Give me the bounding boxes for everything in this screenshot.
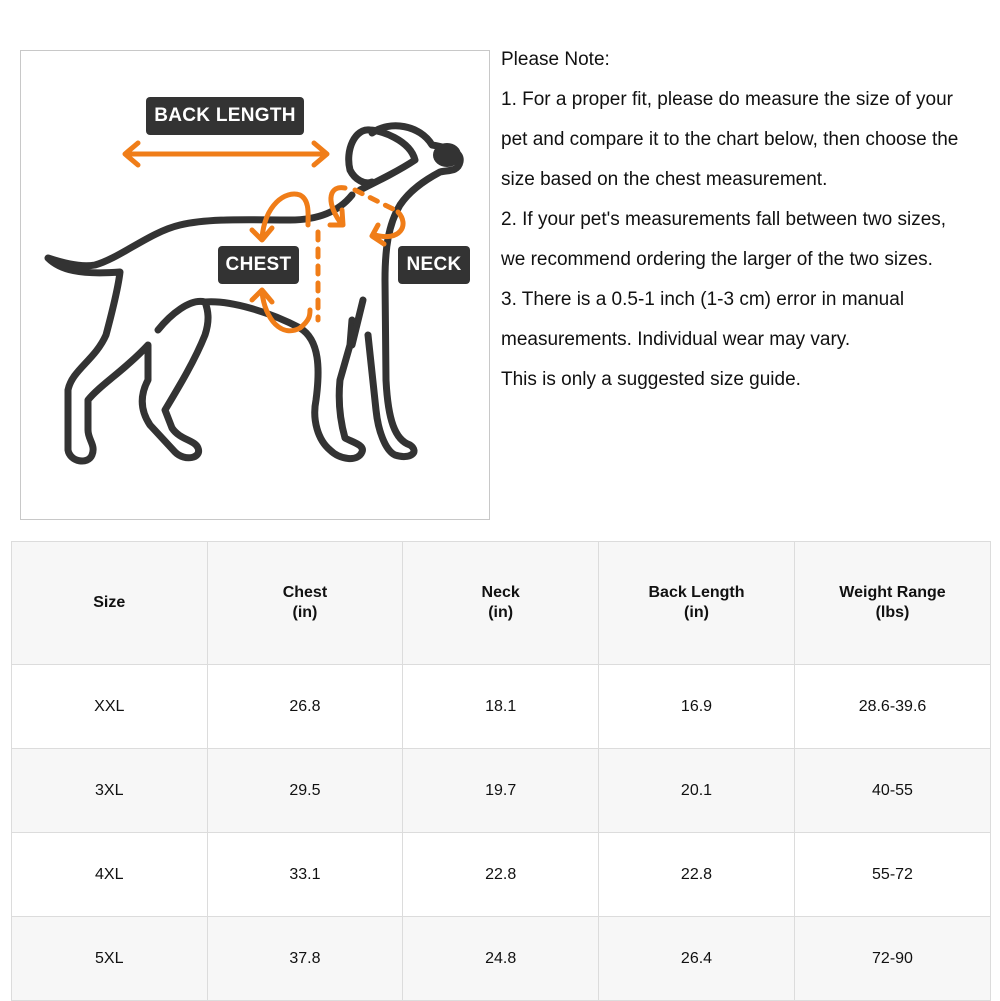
neck-label: NECK <box>398 246 470 284</box>
cell-chest: 33.1 <box>206 832 404 917</box>
header-size: Size <box>11 541 208 665</box>
table-row: 5XL 37.8 24.8 26.4 72-90 <box>11 916 992 1001</box>
cell-chest: 37.8 <box>206 916 404 1001</box>
table-row: 3XL 29.5 19.7 20.1 40-55 <box>11 748 992 833</box>
note-line: size based on the chest measurement. <box>501 169 828 190</box>
note-line: This is only a suggested size guide. <box>501 369 801 390</box>
cell-neck: 18.1 <box>402 664 599 749</box>
header-chest: Chest (in) <box>206 541 404 665</box>
chest-arrow-top <box>249 191 311 243</box>
cell-size: 5XL <box>11 916 208 1001</box>
cell-back-length: 26.4 <box>598 916 795 1001</box>
table-row: 4XL 33.1 22.8 22.8 55-72 <box>11 832 992 917</box>
back-length-arrow <box>122 140 330 168</box>
size-notes: Please Note: 1. For a proper fit, please… <box>501 40 1000 400</box>
notes-heading: Please Note: <box>501 49 610 70</box>
cell-weight-range: 55-72 <box>793 832 992 917</box>
header-weight-range: Weight Range (lbs) <box>793 541 992 665</box>
size-chart-table: Size Chest (in) Neck (in) Back Length (in) … <box>11 541 992 1001</box>
cell-back-length: 22.8 <box>598 832 795 917</box>
note-line: 3. There is a 0.5-1 inch (1-3 cm) error … <box>501 289 905 310</box>
cell-neck: 19.7 <box>402 748 599 833</box>
cell-chest: 29.5 <box>206 748 404 833</box>
cell-neck: 22.8 <box>402 832 599 917</box>
cell-weight-range: 72-90 <box>793 916 992 1001</box>
cell-neck: 24.8 <box>402 916 599 1001</box>
cell-size: XXL <box>11 664 208 749</box>
cell-size: 3XL <box>11 748 208 833</box>
cell-chest: 26.8 <box>206 664 404 749</box>
note-line: 2. If your pet's measurements fall betwe… <box>501 209 947 230</box>
neck-arrow-left <box>327 185 348 228</box>
cell-weight-range: 28.6-39.6 <box>793 664 992 749</box>
note-line: we recommend ordering the larger of the … <box>501 249 933 270</box>
table-header-row: Size Chest (in) Neck (in) Back Length (in) … <box>11 541 992 665</box>
dog-nose <box>433 143 461 167</box>
cell-back-length: 20.1 <box>598 748 795 833</box>
cell-back-length: 16.9 <box>598 664 795 749</box>
back-length-label: BACK LENGTH <box>146 97 304 135</box>
note-line: measurements. Individual wear may vary. <box>501 329 851 350</box>
dog-outline <box>44 122 464 465</box>
cell-size: 4XL <box>11 832 208 917</box>
note-line: 1. For a proper fit, please do measure t… <box>501 89 954 110</box>
neck-arrow-right <box>369 209 406 247</box>
note-line: pet and compare it to the chart below, t… <box>501 129 959 150</box>
neck-dashed-line <box>352 187 398 213</box>
chest-label: CHEST <box>218 246 299 284</box>
dog-outline-illustration <box>44 122 464 465</box>
cell-weight-range: 40-55 <box>793 748 992 833</box>
header-back-length: Back Length (in) <box>598 541 795 665</box>
measurement-arrows <box>122 140 406 334</box>
table-row: XXL 26.8 18.1 16.9 28.6-39.6 <box>11 664 992 749</box>
chest-arrow-bottom <box>249 287 313 334</box>
header-neck: Neck (in) <box>402 541 599 665</box>
